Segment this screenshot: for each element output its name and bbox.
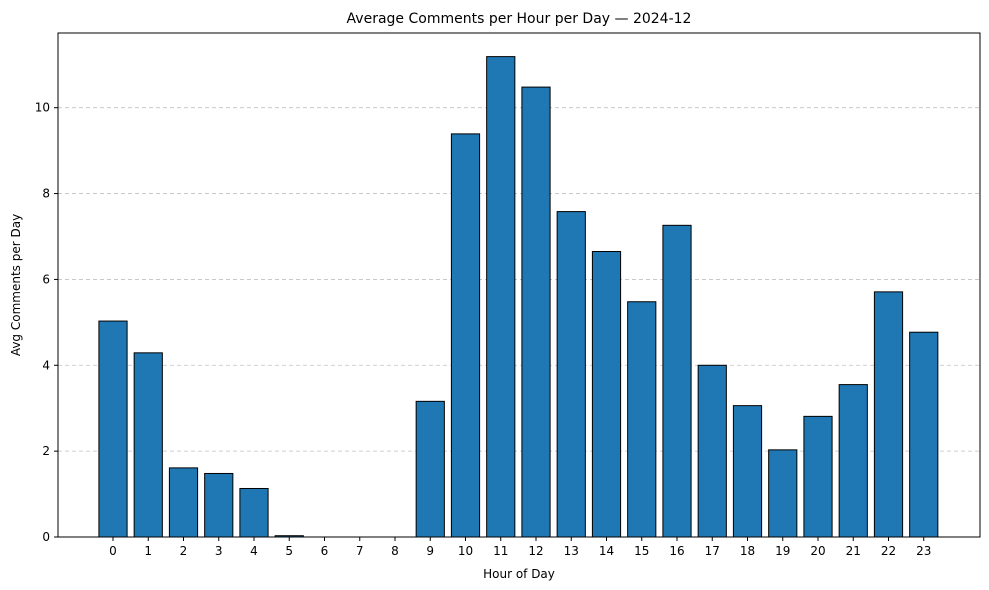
x-tick-label: 5	[285, 544, 293, 558]
x-tick-label: 0	[109, 544, 117, 558]
y-tick-label: 10	[35, 101, 50, 115]
bar-hour-21	[838, 384, 868, 538]
y-tick-label: 4	[42, 358, 50, 372]
bars	[98, 56, 939, 538]
bar-hour-2	[168, 467, 199, 538]
x-tick-label: 1	[144, 544, 152, 558]
bar-hour-1	[133, 352, 163, 538]
y-tick-label: 2	[42, 444, 50, 458]
x-axis-label: Hour of Day	[483, 567, 555, 581]
x-tick-label: 12	[528, 544, 543, 558]
x-tick-label: 23	[916, 544, 931, 558]
x-tick-label: 20	[810, 544, 825, 558]
bar-hour-18	[732, 405, 763, 538]
x-tick-label: 18	[740, 544, 755, 558]
bar-hour-15	[627, 301, 657, 538]
x-tick-label: 4	[250, 544, 258, 558]
x-tick-label: 6	[321, 544, 329, 558]
bar-hour-17	[697, 364, 727, 538]
bar-hour-9	[415, 400, 445, 538]
x-tick-label: 9	[426, 544, 434, 558]
bar-hour-3	[204, 472, 234, 538]
y-tick-label: 8	[42, 187, 50, 201]
x-tick-label: 14	[599, 544, 614, 558]
x-tick-label: 16	[669, 544, 684, 558]
x-tick-label: 15	[634, 544, 649, 558]
x-tick-label: 11	[493, 544, 508, 558]
bar-hour-12	[521, 86, 551, 538]
plot-frame	[57, 32, 981, 538]
x-tick-label: 21	[846, 544, 861, 558]
y-axis-ticks: 0 2 4 6 8 10	[35, 101, 58, 544]
x-axis-ticks: 0 1 2 3 4 5 6 7 8 9 10 11 12 13 14 15 16 17 18 19 20 21 22 23	[109, 537, 931, 558]
x-tick-label: 17	[705, 544, 720, 558]
x-tick-label: 19	[775, 544, 790, 558]
bar-hour-4	[239, 487, 269, 538]
bar-hour-11	[486, 56, 516, 538]
x-tick-label: 8	[391, 544, 399, 558]
y-tick-label: 0	[42, 530, 50, 544]
x-tick-label: 3	[215, 544, 223, 558]
chart-title: Average Comments per Hour per Day — 2024…	[347, 11, 692, 27]
x-tick-label: 2	[180, 544, 188, 558]
bar-hour-10	[450, 133, 481, 538]
bar-hour-0	[98, 320, 128, 538]
bar-hour-19	[768, 449, 798, 538]
y-tick-label: 6	[42, 272, 50, 286]
x-tick-label: 13	[564, 544, 579, 558]
x-tick-label: 7	[356, 544, 364, 558]
bar-hour-16	[662, 224, 692, 538]
bar-hour-13	[556, 211, 586, 538]
y-axis-label: Avg Comments per Day	[9, 214, 23, 356]
x-tick-label: 10	[458, 544, 473, 558]
bar-hour-23	[909, 331, 939, 538]
bar-hour-14	[591, 251, 622, 538]
x-tick-label: 22	[881, 544, 896, 558]
bar-hour-22	[873, 291, 904, 538]
bar-hour-20	[803, 415, 833, 538]
